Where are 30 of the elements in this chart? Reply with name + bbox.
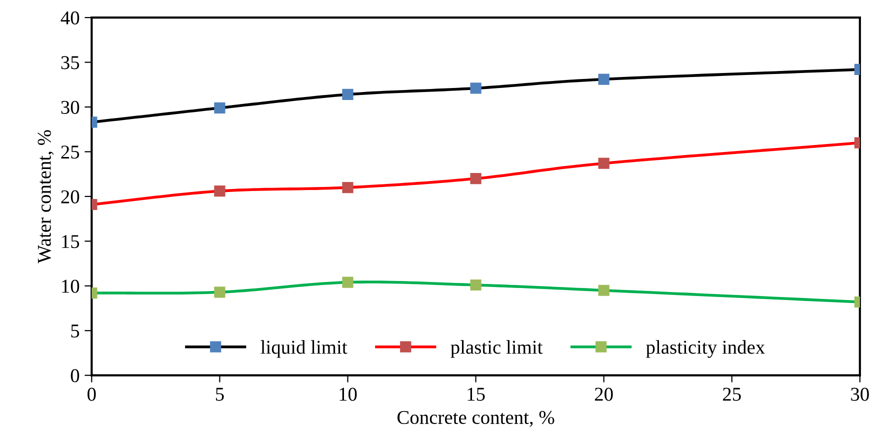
point	[598, 158, 610, 169]
legend-label: plasticity index	[646, 340, 765, 358]
y-tick-label: 30	[61, 100, 80, 114]
legend-label: plastic limit	[450, 340, 543, 358]
point	[470, 173, 482, 184]
x-tick-label: 10	[340, 388, 357, 401]
y-tick-label: 25	[61, 146, 80, 159]
point	[470, 279, 482, 291]
x-tick-label: 5	[216, 388, 224, 401]
y-axis-title: Water content, %	[38, 130, 54, 264]
x-tick-label: 25	[722, 388, 741, 401]
point	[598, 284, 610, 296]
y-tick-label: 10	[62, 280, 80, 293]
y-tick-label: 15	[62, 235, 80, 248]
y-tick-label: 20	[61, 190, 80, 204]
point	[598, 74, 610, 85]
point	[342, 276, 354, 288]
y-tick-label: 35	[61, 56, 80, 70]
x-tick-label: 20	[594, 388, 613, 401]
x-axis-title: Concrete content, %	[397, 410, 554, 427]
point	[342, 88, 354, 100]
y-tick-label: 5	[71, 324, 80, 338]
y-tick-label: 0	[70, 369, 80, 382]
x-tick-label: 15	[468, 388, 485, 401]
legend-label: liquid limit	[260, 340, 348, 358]
x-tick-label: 30	[851, 388, 869, 401]
point	[342, 182, 354, 194]
x-tick-label: 0	[88, 388, 96, 401]
point	[470, 82, 482, 94]
y-tick-label: 40	[60, 11, 80, 24]
